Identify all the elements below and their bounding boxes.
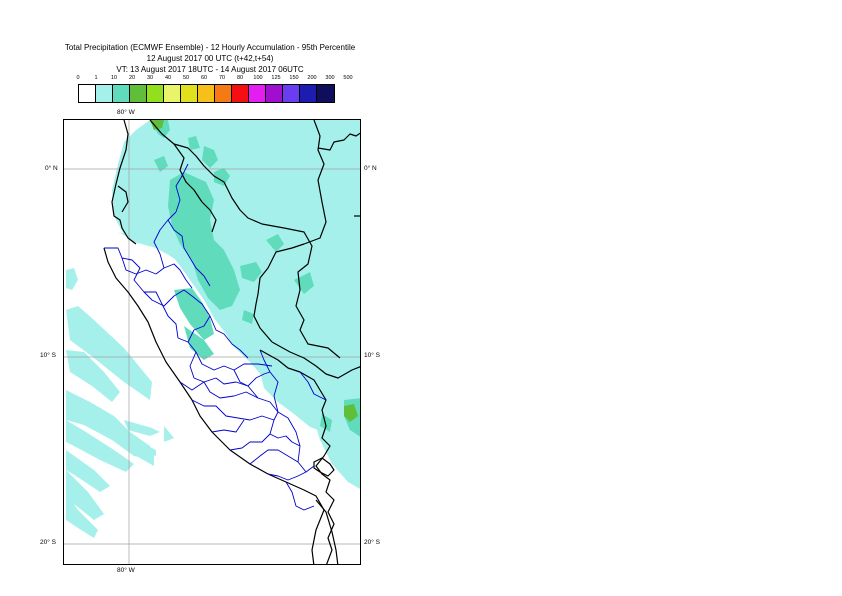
country-borders [103, 120, 360, 564]
legend-tick-label: 1 [94, 75, 98, 81]
legend-tick-label: 500 [343, 75, 353, 81]
legend-tick-label: 300 [325, 75, 335, 81]
legend-swatch [147, 85, 164, 102]
valid-time-label: VT: 13 August 2017 18UTC - 14 August 201… [116, 65, 304, 74]
legend-tick-label: 10 [110, 75, 118, 81]
legend-swatch [96, 85, 113, 102]
lat-label-left-10s: 10° S [40, 352, 56, 359]
precipitation-map [63, 119, 361, 565]
run-time-label: 12 August 2017 00 UTC (t+42,t+54) [146, 54, 274, 63]
legend-swatch [266, 85, 283, 102]
legend-tick-label: 80 [236, 75, 244, 81]
legend-tick-label: 50 [182, 75, 190, 81]
lat-label-left-20s: 20° S [40, 539, 56, 546]
legend-tick-label: 40 [164, 75, 172, 81]
legend-tick-label: 0 [76, 75, 80, 81]
legend-swatch [130, 85, 147, 102]
legend-tick-label: 30 [146, 75, 154, 81]
legend-swatch [249, 85, 266, 102]
heavy-precip-spots [150, 120, 358, 422]
legend-swatch [215, 85, 232, 102]
chart-title: Total Precipitation (ECMWF Ensemble) - 1… [64, 43, 356, 52]
legend-swatch [232, 85, 249, 102]
legend-swatch [300, 85, 317, 102]
legend-tick-label: 125 [271, 75, 281, 81]
legend-swatch [198, 85, 215, 102]
legend-swatch [317, 85, 334, 102]
legend-swatch [181, 85, 198, 102]
legend-swatch [283, 85, 300, 102]
region-borders [104, 163, 327, 511]
lon-label-top: 80° W [117, 109, 135, 116]
legend-tick-label: 100 [253, 75, 263, 81]
lat-label-right-10s: 10° S [364, 352, 380, 359]
lat-label-right-0: 0° N [364, 165, 377, 172]
lat-label-right-20s: 20° S [364, 539, 380, 546]
lon-label-bottom: 80° W [117, 567, 135, 574]
lat-label-left-0: 0° N [45, 165, 58, 172]
light-precip-field [66, 120, 360, 538]
legend-tick-label: 20 [128, 75, 136, 81]
legend-swatch [79, 85, 96, 102]
map-svg [64, 120, 360, 564]
legend-swatch [164, 85, 181, 102]
legend-tick-label: 70 [218, 75, 226, 81]
legend-tick-label: 150 [289, 75, 299, 81]
legend-swatch [113, 85, 130, 102]
legend-tick-label: 60 [200, 75, 208, 81]
legend-tick-label: 200 [307, 75, 317, 81]
lat-lon-grid [64, 120, 360, 564]
color-legend [78, 84, 335, 103]
